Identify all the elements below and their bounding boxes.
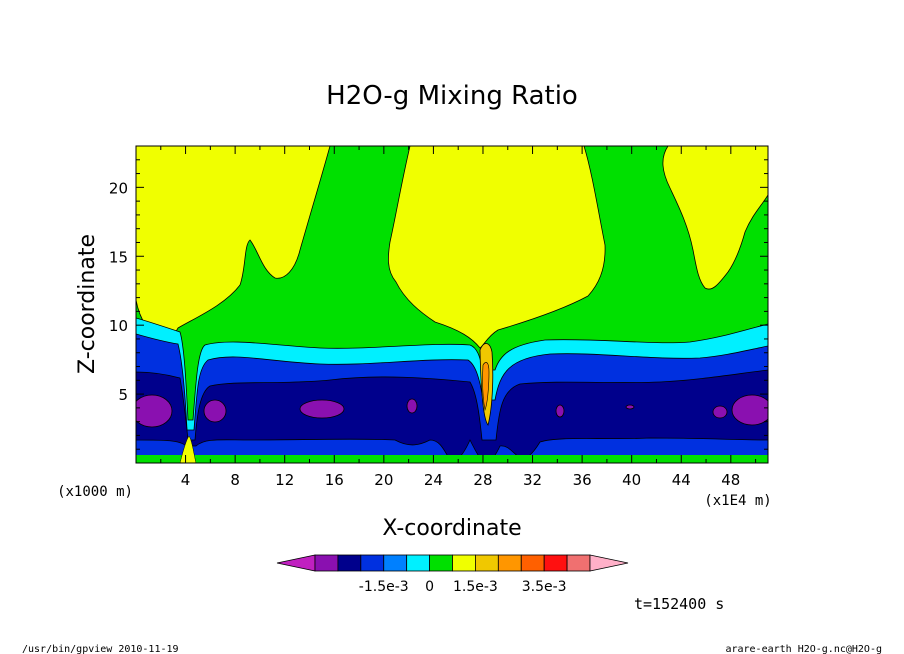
purple-spot xyxy=(136,394,173,428)
purple-spot xyxy=(625,404,635,410)
y-tick-label: 15 xyxy=(109,248,128,266)
colorbar-swatch xyxy=(406,554,430,572)
x-tick-label: 40 xyxy=(622,471,641,489)
colorbar-swatch xyxy=(314,554,339,572)
purple-spot xyxy=(406,398,418,414)
purple-spot xyxy=(299,399,345,419)
colorbar xyxy=(276,554,629,572)
colorbar-overflow-swatch xyxy=(589,554,629,572)
colorbar-swatch xyxy=(383,554,408,572)
purple-spot xyxy=(731,394,768,426)
bottom-green-strip xyxy=(136,455,768,463)
x-tick-label: 48 xyxy=(721,471,740,489)
x-tick-label: 32 xyxy=(523,471,542,489)
footer-left: /usr/bin/gpview 2010-11-19 xyxy=(22,644,179,654)
purple-spot xyxy=(712,405,728,419)
colorbar-swatch xyxy=(360,554,385,572)
colorbar-swatch xyxy=(429,554,453,572)
colorbar-tick-label: -1.5e-3 xyxy=(359,579,409,595)
y-axis-label: Z-coordinate xyxy=(75,234,100,374)
x-tick-label: 12 xyxy=(275,471,294,489)
footer-right: arare-earth_H2O-g.nc@H2O-g xyxy=(725,644,882,654)
y-axis: 5 10 15 20 xyxy=(109,159,768,450)
colorbar-tick-label: 0 xyxy=(425,579,434,595)
purple-spot xyxy=(203,399,227,423)
bottom-yellow-strip xyxy=(179,435,197,463)
colorbar-swatch xyxy=(497,554,522,572)
x-axis-label: X-coordinate xyxy=(382,516,521,541)
contour-field xyxy=(136,146,768,463)
yellow-region-right xyxy=(662,146,768,290)
colorbar-swatch xyxy=(475,554,499,572)
colorbar-swatch xyxy=(543,554,568,572)
colorbar-tick-label: 1.5e-3 xyxy=(453,579,498,595)
x-tick-label: 28 xyxy=(473,471,492,489)
time-label: t=152400 s xyxy=(634,595,724,613)
colorbar-tick-label: 3.5e-3 xyxy=(522,579,567,595)
colorbar-swatch xyxy=(520,554,545,572)
colorbar-labels: -1.5e-3 0 1.5e-3 3.5e-3 xyxy=(359,579,567,595)
orange-plume-core xyxy=(482,362,490,412)
x-tick-label: 20 xyxy=(374,471,393,489)
x-tick-label: 36 xyxy=(573,471,592,489)
x-tick-label: 8 xyxy=(230,471,240,489)
x-axis: 4 8 12 16 20 24 28 32 36 40 44 48 xyxy=(160,146,757,489)
x-tick-label: 16 xyxy=(325,471,344,489)
chart-title: H2O-g Mixing Ratio xyxy=(326,81,578,111)
colorbar-swatch xyxy=(452,554,476,572)
purple-spot xyxy=(555,404,565,418)
colorbar-swatch xyxy=(566,554,591,572)
plot-frame xyxy=(135,145,769,464)
colorbar-underflow-swatch xyxy=(276,554,316,572)
x-tick-label: 44 xyxy=(672,471,691,489)
navy-core xyxy=(136,369,768,463)
x-unit-label: (x1E4 m) xyxy=(704,493,771,509)
x-tick-label: 4 xyxy=(181,471,191,489)
y-tick-label: 5 xyxy=(118,386,128,404)
x-tick-label: 24 xyxy=(424,471,443,489)
colorbar-swatch xyxy=(337,554,362,572)
y-tick-label: 20 xyxy=(109,179,128,197)
y-tick-label: 10 xyxy=(109,317,128,335)
y-unit-label: (x1000 m) xyxy=(57,484,133,500)
